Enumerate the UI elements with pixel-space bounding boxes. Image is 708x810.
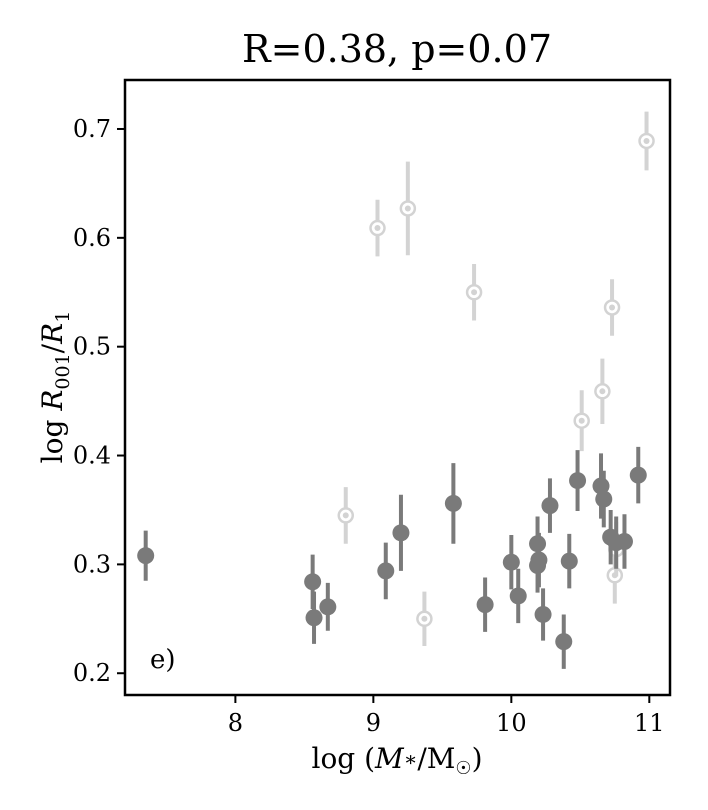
data-point <box>137 530 155 581</box>
filled-marker <box>444 494 462 512</box>
x-tick-label: 10 <box>496 709 527 737</box>
excluded-data-point <box>465 263 483 321</box>
y-axis-label-r: R <box>36 390 69 412</box>
y-axis: 0.2 0.3 0.4 0.5 0.6 0.7 <box>73 115 125 687</box>
x-axis-label-star: ∗ <box>404 747 418 771</box>
y-tick-label: 0.4 <box>73 442 111 470</box>
y-tick-label: 0.5 <box>73 333 111 361</box>
excluded-data-point <box>369 199 386 257</box>
excluded-data-point <box>399 161 417 256</box>
data-point <box>534 588 552 641</box>
x-axis: 8 9 10 11 <box>228 695 665 737</box>
data-point <box>615 514 633 569</box>
y-tick-label: 0.3 <box>73 550 111 578</box>
data-point <box>530 532 548 588</box>
filled-marker <box>530 551 548 569</box>
x-axis-label: log (M∗/M☉) <box>311 742 482 779</box>
data-point <box>560 533 578 589</box>
filled-marker <box>541 497 559 515</box>
data-point <box>569 450 587 512</box>
plot-area <box>137 111 655 669</box>
data-point <box>444 463 462 544</box>
y-axis-label-log: log <box>36 411 69 464</box>
filled-marker <box>629 466 647 484</box>
excluded-data-point <box>603 279 621 336</box>
data-point <box>305 591 323 644</box>
marker-center <box>374 225 381 232</box>
data-point <box>502 534 520 590</box>
data-point <box>592 453 610 519</box>
y-axis-label-slash: / <box>36 343 69 353</box>
y-tick-label: 0.6 <box>73 224 111 252</box>
y-axis-label-r1: R <box>36 323 69 345</box>
marker-center <box>599 388 606 395</box>
marker-center <box>643 137 650 144</box>
marker-center <box>421 615 428 622</box>
x-axis-label-sun: ☉ <box>455 758 471 779</box>
y-axis-label-001: 001 <box>52 353 74 389</box>
marker-center <box>609 304 616 311</box>
x-axis-label-m: M <box>374 742 405 775</box>
x-tick-label: 11 <box>634 709 665 737</box>
data-point <box>541 478 559 533</box>
filled-marker <box>595 490 613 508</box>
marker-center <box>471 289 478 296</box>
data-point <box>377 542 395 600</box>
filled-marker <box>137 547 155 565</box>
x-axis-label-close: ) <box>472 742 483 775</box>
filled-marker <box>476 596 494 614</box>
plot-frame <box>123 78 672 697</box>
excluded-data-point <box>573 390 590 452</box>
filled-marker <box>555 633 573 651</box>
filled-marker <box>509 587 527 605</box>
data-point <box>509 568 527 624</box>
x-axis-label-msun: /M <box>417 742 455 775</box>
data-point <box>476 577 494 632</box>
y-tick-label: 0.2 <box>73 659 111 687</box>
filled-marker <box>569 472 587 490</box>
marker-center <box>578 417 585 424</box>
filled-marker <box>502 553 520 571</box>
marker-center <box>342 512 349 519</box>
filled-marker <box>377 562 395 580</box>
excluded-data-point <box>594 358 611 424</box>
marker-center <box>404 205 411 212</box>
data-point <box>629 446 647 504</box>
filled-marker <box>534 605 552 623</box>
y-axis-label-1: 1 <box>52 311 74 323</box>
filled-marker <box>304 573 322 591</box>
y-axis-label: log R001/R1 <box>36 311 74 464</box>
excluded-data-point <box>416 591 433 647</box>
chart-title: R=0.38, p=0.07 <box>242 27 552 71</box>
data-point <box>595 470 613 528</box>
filled-marker <box>319 598 337 616</box>
filled-marker <box>560 552 578 570</box>
data-point <box>555 614 573 669</box>
x-tick-label: 9 <box>366 709 381 737</box>
data-point <box>392 494 410 571</box>
filled-marker <box>615 533 633 551</box>
excluded-data-point <box>638 111 655 171</box>
excluded-data-point <box>337 487 355 544</box>
y-tick-label: 0.7 <box>73 115 111 143</box>
filled-marker <box>305 609 323 627</box>
x-axis-label-log: log ( <box>311 742 375 775</box>
panel-label: e) <box>150 645 176 675</box>
x-tick-label: 8 <box>228 709 243 737</box>
filled-marker <box>392 524 410 542</box>
data-point <box>319 582 337 631</box>
